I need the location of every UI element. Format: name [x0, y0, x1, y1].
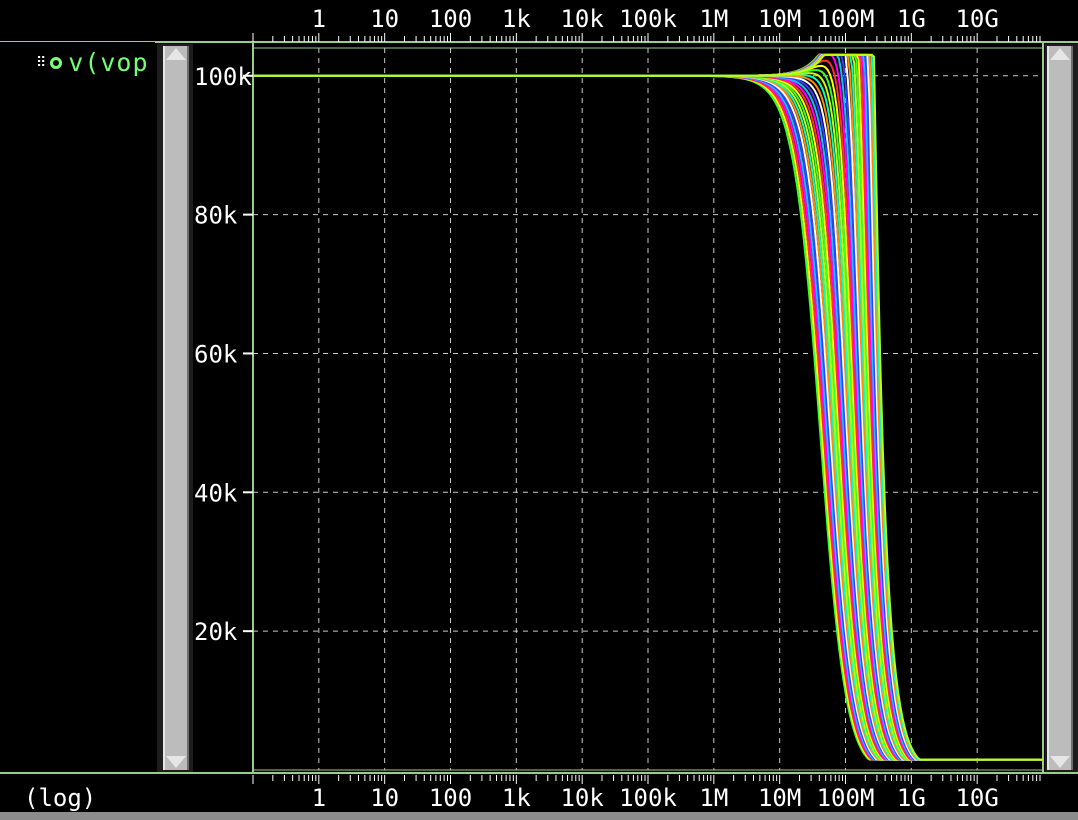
y-tick-label: 80k: [194, 202, 238, 230]
x-tick-labels-bottom: 1 10 100 1k 10k 100k 1M 10M 100M 1G 10G: [312, 784, 999, 812]
x-tick-label-top: 1k: [502, 5, 531, 33]
x-tick-label-bottom: 100M: [817, 784, 875, 812]
scroll-up-arrow-icon[interactable]: [166, 48, 186, 60]
y-tick-labels: 100k 80k 60k 40k 20k: [194, 63, 252, 646]
x-tick-label-top: 10: [370, 5, 399, 33]
y-tick-label: 60k: [194, 340, 238, 368]
y-scroll-up-arrow-icon[interactable]: [1050, 48, 1070, 60]
series-line-19: [253, 72, 1043, 761]
x-tick-label-top: 100: [429, 5, 472, 33]
x-scrollbar[interactable]: [0, 812, 1078, 820]
x-tick-label-bottom: 100: [429, 784, 472, 812]
x-tick-label-bottom: 10G: [955, 784, 998, 812]
signal-marker-icon[interactable]: [50, 56, 63, 69]
x-tick-label-bottom: 10M: [758, 784, 801, 812]
y-tick-label: 100k: [194, 63, 252, 91]
series-line-18: [253, 74, 1043, 761]
grid: [243, 48, 1043, 770]
x-tick-label-bottom: 100k: [619, 784, 677, 812]
x-tick-label-top: 1: [312, 5, 326, 33]
x-tick-label-top: 1M: [699, 5, 728, 33]
x-tick-label-bottom: 10: [370, 784, 399, 812]
x-scale-label: (log): [24, 784, 96, 812]
y-scrollbar-thumb[interactable]: [1047, 46, 1073, 770]
x-tick-label-bottom: 10k: [560, 784, 604, 812]
series-line-39: [253, 53, 1043, 761]
minor-ticks: [252, 33, 1041, 784]
series-group: [253, 53, 1043, 761]
x-tick-label-top: 100M: [817, 5, 875, 33]
x-tick-label-bottom: 1G: [897, 784, 926, 812]
signal-list[interactable]: ⠿ v(vop: [0, 42, 155, 770]
y-scroll-down-arrow-icon[interactable]: [1050, 756, 1070, 768]
x-tick-label-bottom: 1: [312, 784, 326, 812]
y-tick-label: 20k: [194, 618, 238, 646]
x-tick-labels-top: 1 10 100 1k 10k 100k 1M 10M 100M 1G 10G: [312, 5, 999, 33]
x-tick-label-top: 1G: [897, 5, 926, 33]
drag-handle-icon[interactable]: ⠿: [36, 54, 47, 71]
signal-item-vop[interactable]: ⠿ v(vop: [36, 48, 149, 77]
x-tick-label-bottom: 1M: [699, 784, 728, 812]
x-tick-label-top: 100k: [619, 5, 677, 33]
x-tick-label-bottom: 1k: [502, 784, 531, 812]
signal-list-scrollbar-thumb[interactable]: [163, 46, 189, 770]
x-tick-label-top: 10k: [560, 5, 604, 33]
x-tick-label-top: 10G: [955, 5, 998, 33]
scroll-down-arrow-icon[interactable]: [166, 756, 186, 768]
x-tick-label-top: 10M: [758, 5, 801, 33]
signal-name[interactable]: v(vop: [68, 48, 149, 77]
series-line-20: [253, 69, 1043, 761]
y-tick-label: 40k: [194, 479, 238, 507]
